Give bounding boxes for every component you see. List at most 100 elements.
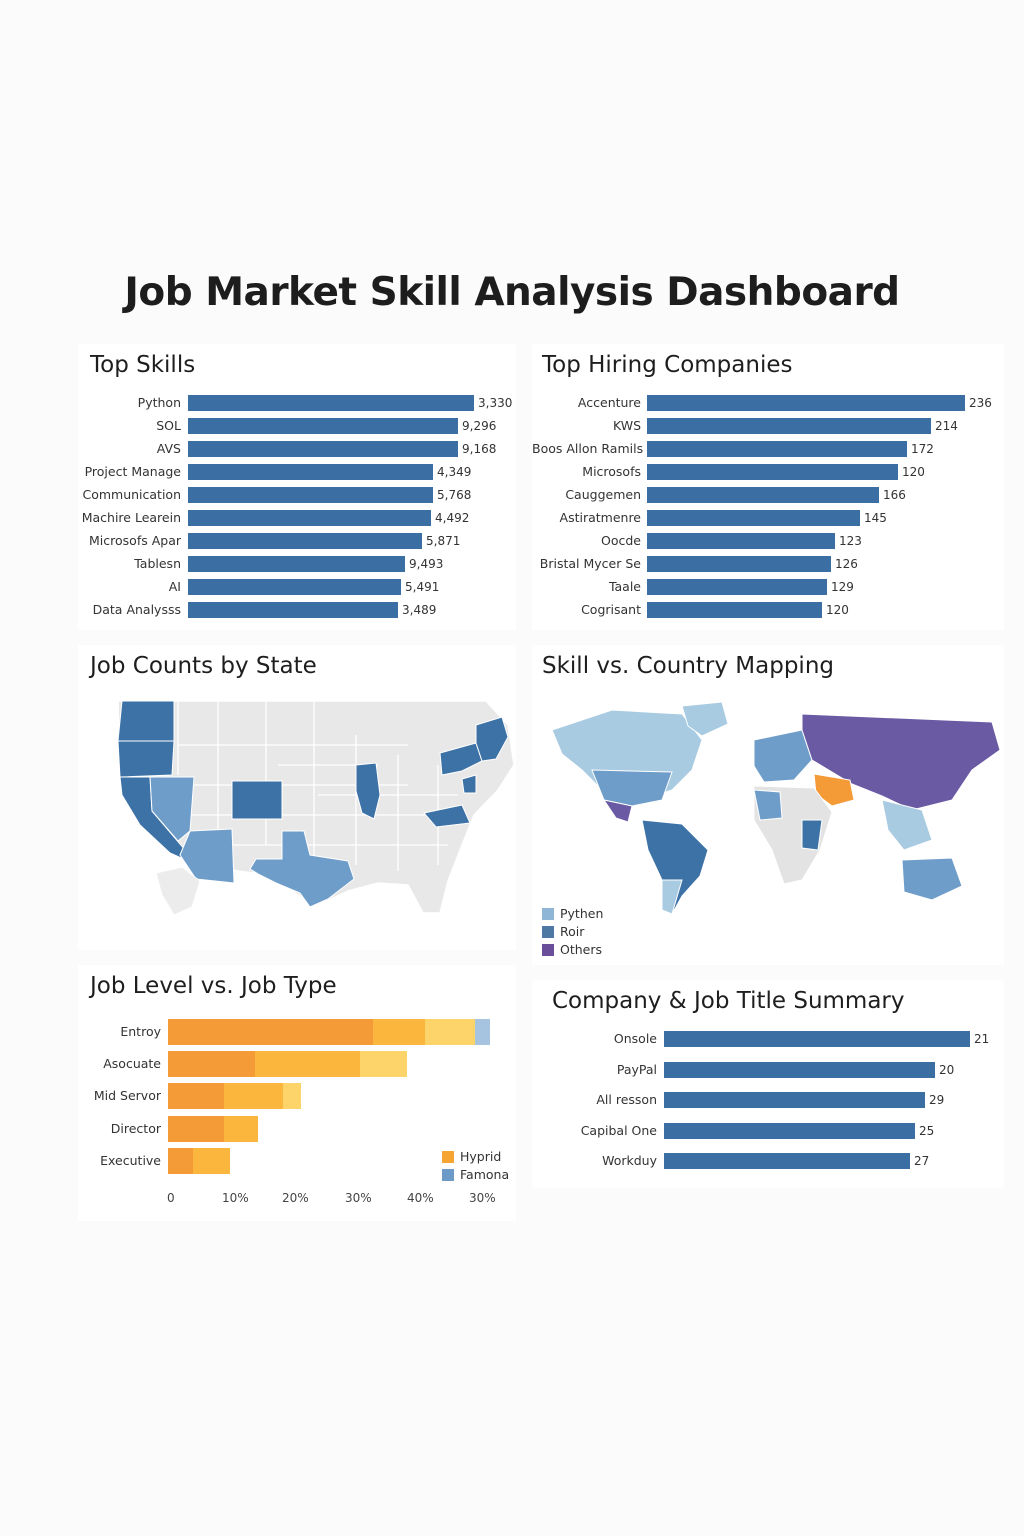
bar-row: Oocde 123	[532, 532, 1004, 552]
bar-value-label: 4,349	[437, 465, 472, 479]
bar-value-label: 5,491	[405, 580, 440, 594]
bar-value-label: 166	[883, 488, 906, 502]
bar-value-label: 172	[911, 442, 934, 456]
bar	[188, 464, 433, 480]
level-category-label: Asocuate	[103, 1056, 161, 1072]
x-tick-label: 20%	[282, 1191, 309, 1205]
bar-category-label: Workduy	[602, 1153, 657, 1168]
region-russia-asia	[801, 713, 1001, 811]
legend-item: Roir	[542, 925, 584, 939]
bar-category-label: Tablesn	[134, 556, 181, 571]
bar-category-label: Cogrisant	[581, 602, 641, 617]
legend-label: Pythen	[560, 906, 604, 921]
bar-row: AVS 9,168	[78, 440, 516, 460]
bar-value-label: 25	[919, 1123, 935, 1138]
state-nevada	[149, 776, 195, 842]
bar	[664, 1092, 925, 1108]
bar-value-label: 126	[835, 557, 858, 571]
state-arizona	[179, 828, 235, 884]
bar	[647, 533, 835, 549]
legend-swatch	[542, 944, 554, 956]
state-washington	[117, 700, 175, 742]
job-level-panel: Job Level vs. Job Type Entroy Asocuate Mid…	[78, 965, 516, 1221]
bar-category-label: SOL	[156, 418, 181, 433]
region-africa-west	[753, 789, 783, 821]
state-oregon	[117, 740, 175, 778]
bar-value-label: 214	[935, 419, 958, 433]
bar	[188, 579, 401, 595]
bar-category-label: Cauggemen	[565, 487, 641, 502]
region-europe	[753, 729, 813, 783]
bar	[188, 418, 458, 434]
world-map-legend: Pythen Roir Others	[542, 907, 692, 965]
stacked-bar-segment	[425, 1019, 475, 1045]
bar-row: Cogrisant 120	[532, 601, 1004, 621]
bar-row: Python 3,330	[78, 394, 516, 414]
top-skills-title: Top Skills	[90, 352, 196, 378]
bar	[647, 487, 879, 503]
bar-category-label: Boos Allon Ramils	[532, 441, 644, 456]
bar	[188, 441, 458, 457]
state-maryland	[461, 774, 477, 794]
bar	[664, 1031, 970, 1047]
bar	[188, 556, 405, 572]
bar	[188, 602, 398, 618]
bar-value-label: 145	[864, 511, 887, 525]
bar	[647, 556, 831, 572]
bar-value-label: 3,330	[478, 396, 513, 410]
legend-swatch	[542, 926, 554, 938]
stacked-bar-segment	[192, 1147, 230, 1174]
level-category-label: Mid Servor	[93, 1088, 161, 1104]
legend-label: Famona	[460, 1167, 510, 1182]
bar-row: Workduy 27	[532, 1152, 1004, 1172]
bar-category-label: Python	[137, 395, 181, 410]
bar-value-label: 9,493	[409, 557, 444, 571]
bar-row: SOL 9,296	[78, 417, 516, 437]
world-map-panel: Skill vs. Country Mapping Pythen Roir Othe…	[532, 645, 1004, 965]
bar	[664, 1122, 915, 1139]
company-summary-title: Company & Job Title Summary	[552, 988, 905, 1014]
top-companies-chart: Accenture 236 KWS 214 Boos Allon Ramils 172 Mi…	[532, 394, 1004, 624]
legend-label: Others	[560, 942, 603, 957]
us-state-map	[117, 700, 515, 916]
bar-value-label: 5,768	[437, 488, 472, 502]
bar	[647, 464, 898, 480]
stacked-bar-segment	[168, 1083, 224, 1110]
bar-category-label: Communication	[82, 487, 181, 502]
legend-swatch	[542, 908, 554, 920]
page-title: Job Market Skill Analysis Dashboard	[124, 270, 900, 315]
bar-row: Boos Allon Ramils 172	[532, 440, 1004, 460]
bar-row: KWS 214	[532, 417, 1004, 437]
bar	[188, 533, 422, 549]
level-category-label: Entroy	[120, 1024, 161, 1039]
legend-item: Others	[542, 943, 602, 957]
bar-category-label: Taale	[608, 579, 641, 594]
stacked-bar-segment	[168, 1019, 373, 1045]
state-alaska	[155, 866, 201, 916]
bar-category-label: Accenture	[577, 395, 641, 410]
bar-value-label: 120	[826, 603, 849, 617]
bar-value-label: 21	[974, 1032, 990, 1046]
bar	[188, 395, 474, 411]
bar-row: Microsofs Apar 5,871	[78, 532, 516, 552]
bar-category-label: Oocde	[601, 533, 641, 548]
legend-item: Pythen	[542, 907, 603, 921]
world-map-title: Skill vs. Country Mapping	[542, 653, 835, 679]
state-new-england	[475, 716, 509, 762]
stacked-bar-segment	[168, 1051, 255, 1078]
bar-row: Astiratmenre 145	[532, 509, 1004, 529]
state-colorado	[231, 780, 283, 820]
legend-item: Hyprid	[442, 1150, 501, 1164]
legend-swatch	[442, 1151, 454, 1163]
bar-category-label: Microsofs	[582, 464, 641, 479]
level-category-label: Executive	[100, 1152, 161, 1168]
bar-value-label: 3,489	[402, 603, 437, 617]
state-new-york	[439, 742, 483, 776]
state-texas	[249, 830, 355, 908]
bar	[647, 418, 931, 434]
bar-category-label: Data Analysss	[92, 602, 181, 617]
region-greenland	[681, 701, 729, 737]
bar-value-label: 236	[969, 396, 992, 410]
bar-category-label: PayPal	[616, 1061, 657, 1077]
bar-row: Bristal Mycer Se 126	[532, 555, 1004, 575]
